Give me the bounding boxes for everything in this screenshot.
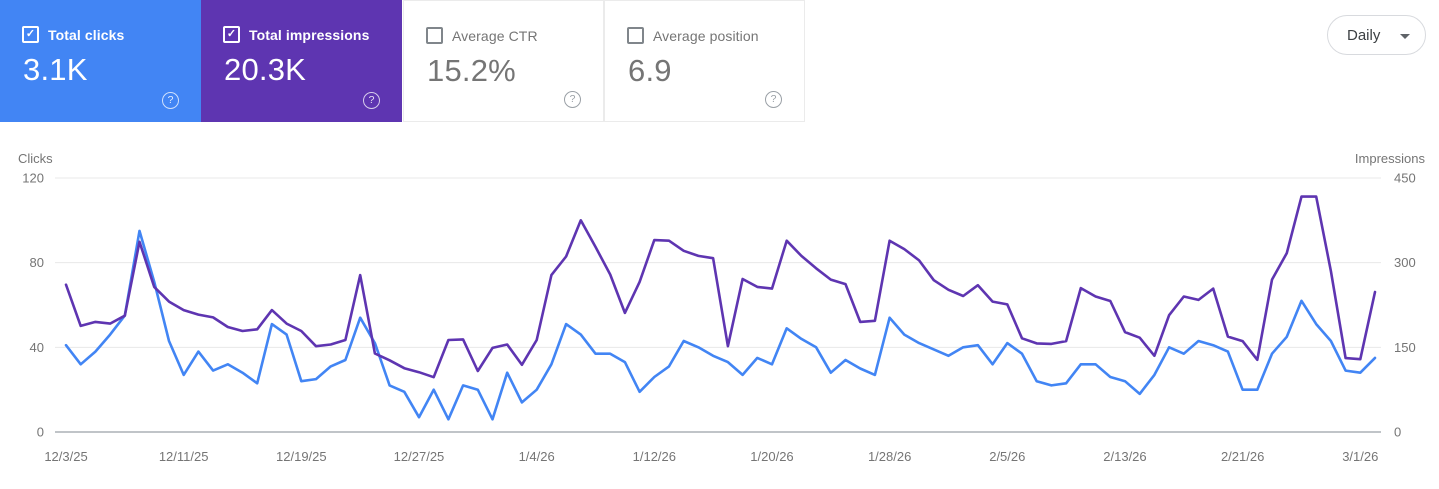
card-label: Total impressions [249,26,370,43]
series-line-clicks[interactable] [64,229,1377,421]
x-axis-labels: 12/3/25 12/11/25 12/19/25 12/27/25 1/4/26 1/1… [44,449,1378,464]
x-axis-tick: 12/27/25 [394,449,445,464]
left-axis-tick: 80 [30,255,44,270]
x-axis-tick: 1/28/26 [868,449,911,464]
card-value: 6.9 [628,53,672,88]
metric-card-average-ctr[interactable]: ✓ Average CTR 15.2% ? [403,0,604,122]
chart-gridlines [55,177,1381,433]
right-axis-tick: 0 [1394,425,1401,440]
card-label: Average CTR [452,27,538,44]
checkbox-icon[interactable]: ✓ [223,26,240,43]
metric-card-average-position[interactable]: ✓ Average position 6.9 ? [604,0,805,122]
left-axis-tick: 40 [30,340,44,355]
x-axis-tick: 1/4/26 [519,449,555,464]
chevron-down-icon [1400,33,1410,39]
dropdown-selected-value: Daily [1347,26,1381,44]
card-value: 3.1K [23,52,88,87]
right-axis-title: Impressions [1355,151,1426,166]
x-axis-tick: 1/20/26 [750,449,793,464]
checkbox-icon[interactable]: ✓ [426,27,443,44]
right-axis-tick: 300 [1394,255,1416,270]
right-axis-tick: 450 [1394,171,1416,186]
checkbox-icon[interactable]: ✓ [627,27,644,44]
card-label: Average position [653,27,759,44]
date-granularity-dropdown[interactable]: Daily [1327,15,1426,55]
help-icon[interactable]: ? [363,92,380,109]
checkbox-icon[interactable]: ✓ [22,26,39,43]
series-line-impressions[interactable] [64,195,1377,379]
metric-card-total-clicks[interactable]: ✓ Total clicks 3.1K ? [0,0,201,122]
x-axis-tick: 2/21/26 [1221,449,1264,464]
x-axis-tick: 12/3/25 [44,449,87,464]
x-axis-tick: 1/12/26 [633,449,676,464]
card-value: 15.2% [427,53,516,88]
x-axis-tick: 2/13/26 [1103,449,1146,464]
axis-tick-labels: 0 0 40 150 80 300 120 450 [22,171,1415,440]
x-axis-tick: 2/5/26 [989,449,1025,464]
help-icon[interactable]: ? [564,91,581,108]
left-axis-tick: 0 [37,425,44,440]
x-axis-tick: 3/1/26 [1342,449,1378,464]
right-axis-tick: 150 [1394,340,1416,355]
help-icon[interactable]: ? [765,91,782,108]
card-value: 20.3K [224,52,307,87]
left-axis-title: Clicks [18,151,53,166]
metric-card-total-impressions[interactable]: ✓ Total impressions 20.3K ? [201,0,402,122]
left-axis-tick: 120 [22,171,44,186]
help-icon[interactable]: ? [162,92,179,109]
x-axis-tick: 12/11/25 [159,449,209,464]
x-axis-tick: 12/19/25 [276,449,327,464]
card-label: Total clicks [48,26,125,43]
